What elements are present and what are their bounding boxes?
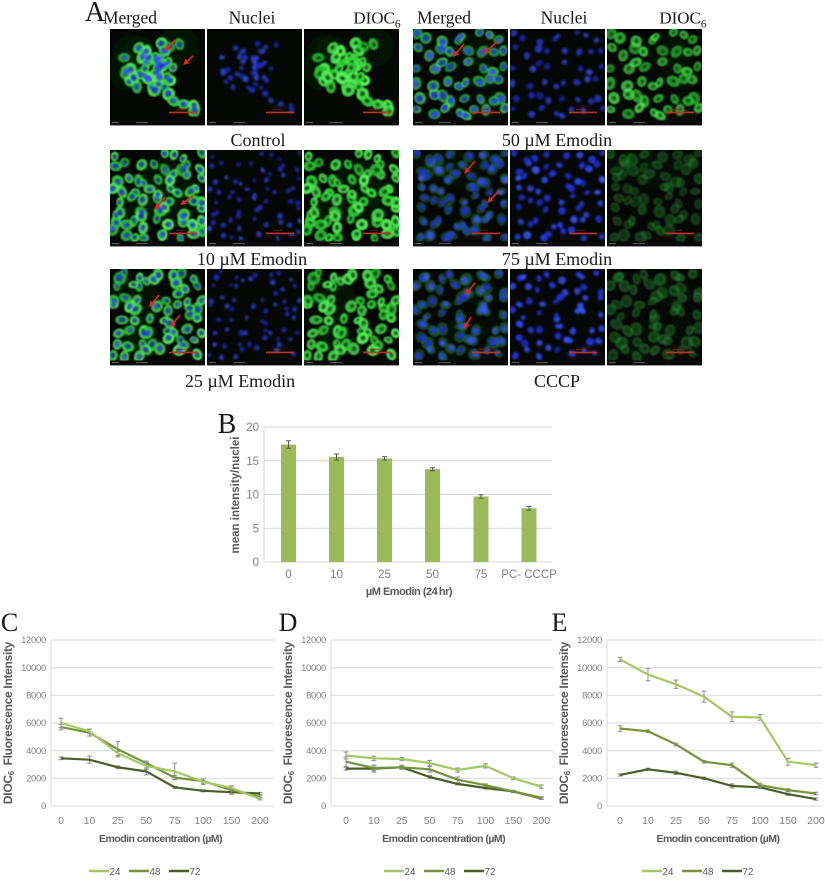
svg-text:8000: 8000 [26, 691, 46, 702]
svg-text:Control: Control [230, 130, 285, 150]
svg-text:4000: 4000 [26, 746, 46, 757]
svg-text:6000: 6000 [306, 718, 326, 729]
svg-text:72: 72 [190, 867, 201, 878]
svg-text:10 µM Emodin: 10 µM Emodin [197, 249, 307, 269]
svg-text:0: 0 [617, 815, 623, 827]
svg-text:Nuclei: Nuclei [229, 8, 276, 28]
svg-text:E: E [552, 608, 568, 637]
svg-text:0: 0 [58, 815, 64, 827]
svg-text:20: 20 [246, 422, 259, 434]
svg-text:100: 100 [194, 815, 212, 827]
svg-text:200: 200 [251, 815, 269, 827]
svg-text:25: 25 [112, 815, 124, 827]
svg-text:48: 48 [150, 867, 161, 878]
svg-text:4000: 4000 [306, 746, 326, 757]
svg-text:2000: 2000 [582, 774, 602, 785]
svg-text:Merged: Merged [417, 8, 471, 28]
svg-text:Emodin concentration (µM): Emodin concentration (µM) [382, 833, 505, 845]
svg-text:Emodin concentration (µM): Emodin concentration (µM) [99, 833, 222, 845]
svg-text:25 µM Emodin: 25 µM Emodin [185, 371, 295, 391]
svg-text:75 µM Emodin: 75 µM Emodin [502, 249, 612, 269]
svg-text:DIOC6 Fluorescence Intensity: DIOC6 Fluorescence Intensity [557, 641, 572, 804]
svg-text:50: 50 [426, 569, 439, 581]
svg-text:PC- CCCP: PC- CCCP [501, 569, 557, 581]
svg-text:200: 200 [807, 815, 825, 827]
svg-text:10000: 10000 [577, 663, 602, 674]
svg-text:Nuclei: Nuclei [541, 8, 588, 28]
svg-text:50 µM Emodin: 50 µM Emodin [502, 130, 612, 150]
svg-text:A: A [85, 0, 106, 28]
svg-text:72: 72 [743, 867, 754, 878]
svg-text:0: 0 [343, 815, 349, 827]
svg-text:Emodin concentration (µM): Emodin concentration (µM) [656, 833, 779, 845]
svg-text:2000: 2000 [26, 774, 46, 785]
svg-text:75: 75 [726, 815, 738, 827]
svg-text:DIOC6: DIOC6 [353, 9, 401, 31]
svg-text:200: 200 [533, 815, 551, 827]
svg-text:0: 0 [253, 557, 259, 569]
svg-text:0: 0 [41, 801, 46, 812]
svg-text:D: D [279, 608, 298, 637]
svg-text:24: 24 [110, 867, 121, 878]
svg-text:Merged: Merged [103, 8, 157, 28]
svg-text:4000: 4000 [582, 746, 602, 757]
svg-text:DIOC6 Fluorescence Intensity: DIOC6 Fluorescence Intensity [281, 641, 296, 804]
svg-text:0: 0 [285, 569, 291, 581]
svg-text:2000: 2000 [306, 774, 326, 785]
svg-text:12000: 12000 [301, 635, 326, 646]
svg-text:15: 15 [246, 456, 259, 468]
svg-text:C: C [1, 608, 18, 637]
svg-text:75: 75 [169, 815, 181, 827]
svg-text:µM Emodin (24 hr): µM Emodin (24 hr) [366, 586, 453, 598]
svg-text:100: 100 [751, 815, 769, 827]
svg-text:48: 48 [445, 867, 456, 878]
svg-text:10: 10 [642, 815, 654, 827]
svg-text:6000: 6000 [582, 718, 602, 729]
svg-text:24: 24 [663, 867, 674, 878]
svg-text:8000: 8000 [582, 691, 602, 702]
svg-text:50: 50 [698, 815, 710, 827]
svg-text:75: 75 [452, 815, 464, 827]
svg-text:0: 0 [597, 801, 602, 812]
svg-text:10: 10 [368, 815, 380, 827]
svg-text:6000: 6000 [26, 718, 46, 729]
svg-text:10: 10 [246, 490, 259, 502]
svg-text:12000: 12000 [21, 635, 46, 646]
svg-text:10: 10 [330, 569, 343, 581]
svg-text:10000: 10000 [301, 663, 326, 674]
svg-text:150: 150 [505, 815, 523, 827]
svg-text:72: 72 [485, 867, 496, 878]
svg-text:5: 5 [253, 523, 259, 535]
svg-text:50: 50 [140, 815, 152, 827]
svg-text:25: 25 [670, 815, 682, 827]
svg-text:25: 25 [396, 815, 408, 827]
svg-text:8000: 8000 [306, 691, 326, 702]
svg-text:150: 150 [223, 815, 241, 827]
svg-text:mean intensity/nuclei: mean intensity/nuclei [230, 437, 242, 554]
svg-text:DIOC6: DIOC6 [659, 9, 707, 31]
svg-text:50: 50 [424, 815, 436, 827]
svg-text:10: 10 [84, 815, 96, 827]
svg-text:150: 150 [779, 815, 797, 827]
svg-text:10000: 10000 [21, 663, 46, 674]
svg-text:B: B [218, 409, 237, 440]
svg-text:75: 75 [475, 569, 488, 581]
svg-text:24: 24 [405, 867, 416, 878]
svg-text:12000: 12000 [577, 635, 602, 646]
svg-text:CCCP: CCCP [534, 371, 580, 391]
svg-text:100: 100 [477, 815, 495, 827]
svg-text:25: 25 [378, 569, 391, 581]
svg-text:DIOC6 Fluorescence Intensity: DIOC6 Fluorescence Intensity [1, 641, 16, 804]
svg-text:48: 48 [703, 867, 714, 878]
svg-text:0: 0 [321, 801, 326, 812]
